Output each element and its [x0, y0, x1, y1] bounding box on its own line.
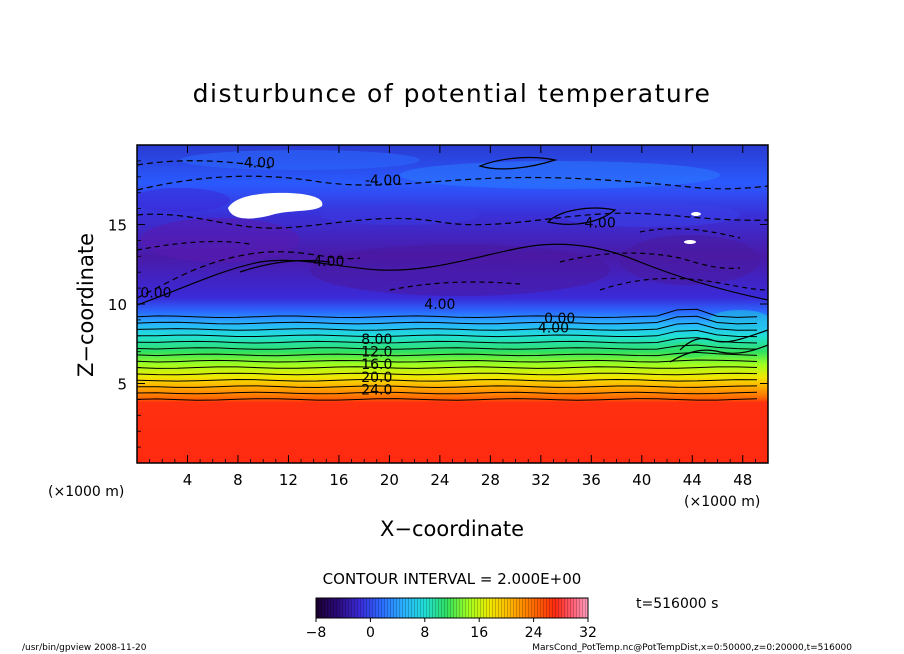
contour-label: 24.0 — [361, 383, 392, 399]
colorbar-tick-label: −8 — [306, 625, 327, 641]
contour-label: -4.00 — [365, 173, 401, 189]
x-tick-label: 44 — [683, 471, 702, 489]
contour-label: 0.00 — [544, 311, 575, 327]
contour-label: 4.00 — [538, 321, 569, 337]
colorbar-tick-label: 16 — [470, 625, 488, 641]
x-tick-label: 48 — [733, 471, 752, 489]
contour-label: 4.00 — [424, 297, 455, 313]
x-axis-ticks: 4 8 12 16 20 24 28 32 36 40 44 48 — [149, 145, 756, 489]
contour-line — [137, 378, 758, 382]
contour-label: 12.0 — [361, 344, 392, 360]
x-tick-label: 36 — [582, 471, 601, 489]
contour-label: -4.00 — [308, 254, 344, 270]
colorbar-tick-label: 8 — [420, 625, 429, 641]
field-texture — [137, 150, 768, 358]
x-tick-label: 20 — [380, 471, 399, 489]
colorbar-frame — [315, 597, 589, 619]
x-unit-label: (×1000 m) — [684, 494, 760, 510]
x-tick-label: 32 — [531, 471, 550, 489]
plot-area: 24.020.016.012.08.004.004.000.000.00-4.0… — [136, 144, 769, 464]
contour-line — [137, 322, 758, 331]
contour-label: 8.00 — [361, 332, 392, 348]
time-label: t=516000 s — [636, 596, 718, 612]
colorbar: −8 0 8 16 24 32 — [306, 597, 597, 641]
contour-line — [137, 344, 758, 350]
x-tick-label: 16 — [329, 471, 348, 489]
contour-label: 0.00 — [140, 286, 171, 302]
colorbar-tick-label: 24 — [525, 625, 543, 641]
x-tick-label: 8 — [233, 471, 243, 489]
x-tick-label: 12 — [279, 471, 298, 489]
x-tick-label: 4 — [183, 471, 193, 489]
colorbar-stripes — [316, 598, 588, 618]
contour-line — [137, 351, 758, 357]
contour-line — [137, 359, 758, 363]
missing-data-region — [228, 192, 323, 219]
x-tick-label: 24 — [430, 471, 449, 489]
contour-line — [137, 366, 758, 369]
chart-title: disturbunce of potential temperature — [193, 79, 712, 108]
z-unit-label: (×1000 m) — [48, 484, 124, 500]
x-tick-label: 28 — [481, 471, 500, 489]
contour-interval-label: CONTOUR INTERVAL = 2.000E+00 — [323, 570, 582, 588]
y-axis-ticks: 5 10 15 — [108, 160, 768, 448]
x-axis-label: X−coordinate — [380, 517, 524, 541]
contour-label: -4.00 — [239, 155, 275, 171]
contour-label: 20.0 — [361, 370, 392, 386]
missing-data-region — [691, 212, 701, 216]
contour-lines-upper — [137, 156, 768, 363]
y-tick-label: 15 — [108, 217, 127, 235]
contour-line — [137, 398, 758, 401]
colorbar-tick-label: 0 — [366, 625, 375, 641]
y-axis-label: Z−coordinate — [74, 233, 98, 377]
y-tick-label: 10 — [108, 296, 127, 314]
contour-line — [137, 315, 758, 325]
contour-lines — [137, 308, 758, 401]
footer-right: MarsCond_PotTemp.nc@PotTempDist,x=0:5000… — [532, 643, 852, 653]
contour-line — [137, 385, 758, 389]
missing-data-region — [684, 240, 696, 244]
x-tick-label: 40 — [632, 471, 651, 489]
contour-label: 16.0 — [361, 357, 392, 373]
contour-label: -4.00 — [580, 216, 616, 232]
contour-line — [137, 337, 758, 344]
contour-line — [137, 391, 758, 395]
y-tick-label: 5 — [117, 376, 127, 394]
footer-left: /usr/bin/gpview 2008-11-20 — [22, 643, 147, 653]
contour-labels: 24.020.016.012.08.004.004.000.000.00-4.0… — [140, 155, 615, 398]
colorbar-ticks: −8 0 8 16 24 32 — [306, 618, 597, 641]
contour-line — [137, 372, 758, 376]
colorbar-tick-label: 32 — [579, 625, 597, 641]
contour-line — [137, 329, 758, 338]
contour-line — [137, 308, 758, 319]
